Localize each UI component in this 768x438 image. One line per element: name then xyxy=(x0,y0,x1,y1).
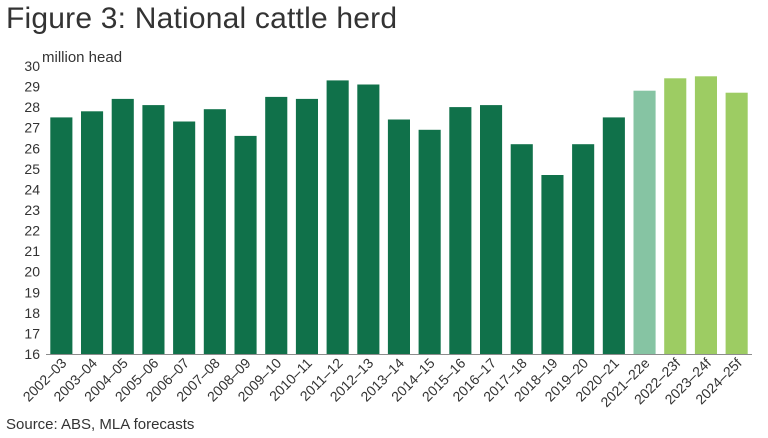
y-tick-label: 23 xyxy=(24,202,40,218)
y-axis-label: million head xyxy=(42,49,122,66)
y-tick-label: 30 xyxy=(24,58,40,74)
x-axis: 2002–032003–042004–052005–062006–072007–… xyxy=(20,355,745,411)
bar-2010–11 xyxy=(295,98,318,355)
source-note: Source: ABS, MLA forecasts xyxy=(6,416,195,433)
bar-2023–24f xyxy=(694,76,717,355)
bar-2011–12 xyxy=(326,80,349,355)
bar-2017–18 xyxy=(510,144,533,354)
bar-2021–22e xyxy=(633,90,656,354)
y-tick-label: 25 xyxy=(24,161,40,177)
bars xyxy=(50,76,748,355)
y-tick-label: 20 xyxy=(24,264,40,280)
bar-2022–23f xyxy=(664,78,687,355)
bar-2014–15 xyxy=(418,129,441,354)
bar-2024–25f xyxy=(725,92,748,354)
y-tick-label: 21 xyxy=(24,243,40,259)
y-axis: 16 17 18 19 20 21 22 23 24 25 26 27 28 29 30 xyxy=(24,58,40,362)
bar-2015–16 xyxy=(449,107,472,354)
bar-2006–07 xyxy=(173,121,196,354)
y-tick-label: 17 xyxy=(24,325,40,341)
y-tick-label: 22 xyxy=(24,223,40,239)
bar-2004–05 xyxy=(111,98,134,355)
bar-2008–09 xyxy=(234,135,257,354)
bar-2002–03 xyxy=(50,117,73,355)
bar-2007–08 xyxy=(203,109,226,354)
y-tick-label: 26 xyxy=(24,140,40,156)
bar-2013–14 xyxy=(387,119,410,354)
bar-2012–13 xyxy=(357,84,380,354)
chart-title: Figure 3: National cattle herd xyxy=(6,2,398,35)
bar-2020–21 xyxy=(602,117,625,355)
bar-2009–10 xyxy=(265,96,288,355)
bar-2019–20 xyxy=(572,144,595,354)
y-tick-label: 18 xyxy=(24,305,40,321)
y-tick-label: 19 xyxy=(24,284,40,300)
y-tick-label: 16 xyxy=(24,346,40,362)
y-tick-label: 27 xyxy=(24,120,40,136)
bar-2018–19 xyxy=(541,175,564,354)
bar-2003–04 xyxy=(81,111,104,354)
y-tick-label: 28 xyxy=(24,99,40,115)
y-tick-label: 29 xyxy=(24,79,40,95)
bar-2016–17 xyxy=(480,105,503,354)
bar-2005–06 xyxy=(142,105,165,354)
y-tick-label: 24 xyxy=(24,181,40,197)
